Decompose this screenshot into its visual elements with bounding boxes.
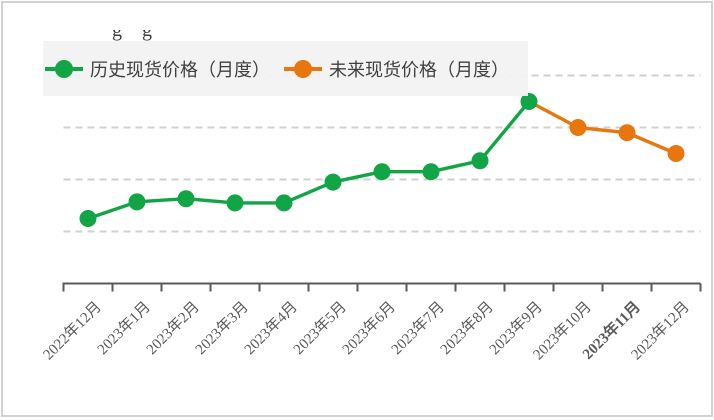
x-axis-label: 2022年12月	[40, 298, 105, 363]
clipped-title-fragment: g g	[108, 30, 178, 43]
data-point-future	[569, 119, 587, 136]
data-point-historical	[275, 194, 293, 212]
data-point-future	[618, 124, 636, 142]
data-point-historical	[471, 152, 489, 170]
data-point-historical	[520, 93, 538, 110]
data-point-historical	[177, 190, 195, 208]
data-point-historical	[324, 173, 342, 191]
legend-line-circle-marker-green	[45, 59, 83, 78]
legend-label-historical: 历史现货价格（月度）	[90, 59, 270, 80]
series-line-future	[527, 99, 678, 156]
legend-marker-dot	[294, 59, 312, 78]
legend-line-circle-marker-orange	[284, 59, 322, 78]
legend-marker-dot	[55, 59, 73, 78]
chart-legend: 历史现货价格（月度） 未来现货价格（月度）	[43, 41, 528, 96]
legend-item-historical: 历史现货价格（月度）	[45, 56, 270, 82]
series-line-historical	[86, 99, 531, 221]
data-point-historical	[128, 193, 146, 211]
clipped-glyph: g	[142, 30, 152, 41]
legend-label-future: 未来现货价格（月度）	[329, 59, 509, 80]
data-point-historical	[373, 163, 391, 181]
legend-item-future: 未来现货价格（月度）	[284, 56, 509, 82]
data-point-future	[667, 145, 685, 162]
data-point-historical	[79, 210, 97, 227]
data-point-historical	[226, 194, 244, 212]
data-point-historical	[422, 163, 440, 181]
clipped-glyph: g	[112, 30, 122, 41]
